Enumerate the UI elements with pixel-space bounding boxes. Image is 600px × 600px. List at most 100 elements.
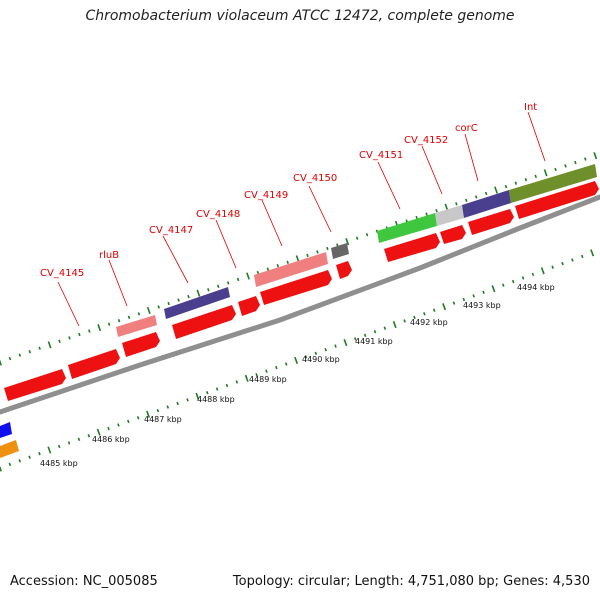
outer-tick — [217, 284, 220, 289]
feature-label: CV_4152 — [404, 135, 448, 146]
kbp-label: 4493 kbp — [463, 301, 501, 310]
outer-tick — [326, 246, 329, 251]
gene-block-orange[interactable] — [0, 440, 19, 458]
inner-tick — [502, 283, 505, 287]
inner-tick — [166, 405, 170, 409]
outer-tick-ring — [0, 152, 598, 366]
cds-arrow[interactable] — [440, 225, 466, 244]
outer-tick — [0, 359, 2, 366]
cds-arrow[interactable] — [468, 209, 514, 235]
cds-arrow[interactable] — [336, 261, 352, 279]
kbp-label: 4488 kbp — [197, 395, 235, 404]
inner-tick — [225, 383, 229, 388]
outer-tick — [276, 264, 280, 268]
inner-tick — [18, 459, 22, 463]
outer-tick — [316, 250, 319, 254]
inner-tick — [244, 374, 249, 382]
gene-block-corC[interactable] — [462, 190, 511, 218]
cds-arrow[interactable] — [4, 369, 66, 401]
outer-tick — [97, 324, 102, 332]
outer-tick — [593, 152, 598, 160]
inner-tick — [491, 285, 496, 293]
inner-tick — [540, 267, 545, 275]
outer-tick — [187, 294, 190, 299]
scale-labels: 4485 kbp 4486 kbp 4487 kbp 4488 kbp 4489 kbp… — [40, 283, 555, 468]
outer-tick — [474, 195, 478, 199]
inner-tick — [57, 444, 61, 449]
outer-tick — [167, 301, 170, 306]
inner-tick — [304, 355, 308, 359]
inner-tick — [482, 290, 485, 294]
feature-label: rluB — [99, 250, 119, 261]
outer-tick — [306, 253, 309, 258]
cds-arrow[interactable] — [238, 296, 260, 316]
cds-arrow[interactable] — [260, 270, 332, 305]
inner-tick — [255, 373, 258, 377]
outer-tick — [554, 167, 557, 172]
inner-tick — [373, 330, 377, 334]
gene-block-CV_4152[interactable] — [435, 205, 464, 226]
feature-label: CV_4147 — [149, 225, 193, 236]
inner-tick — [176, 401, 179, 406]
outer-tick — [455, 202, 458, 206]
outer-tick — [28, 350, 32, 354]
outer-tick — [226, 281, 230, 285]
map-title: Chromobacterium violaceum ATCC 12472, co… — [85, 8, 515, 24]
gene-block-blue[interactable] — [0, 422, 12, 438]
inner-tick — [186, 398, 189, 402]
gene-block-CV_4149[interactable] — [254, 252, 328, 287]
inner-tick — [561, 261, 564, 266]
inner-tick — [343, 338, 348, 347]
outer-tick — [146, 306, 151, 314]
outer-tick — [137, 312, 141, 316]
inner-tick — [127, 419, 130, 424]
outer-tick — [266, 267, 270, 271]
outer-tick — [177, 298, 180, 302]
outer-tick — [38, 346, 41, 350]
kbp-label: 4494 kbp — [517, 283, 555, 292]
cds-arrow-track — [4, 181, 599, 401]
outer-tick — [484, 191, 488, 196]
outer-tick — [355, 236, 359, 240]
inner-tick — [8, 462, 12, 467]
outer-tick — [435, 208, 438, 213]
outer-tick — [207, 288, 210, 292]
outer-tick — [504, 184, 508, 189]
gene-block-CV_4147[interactable] — [164, 287, 230, 319]
outer-tick — [345, 238, 350, 246]
outer-tick — [58, 339, 61, 344]
gene-block-CV_4151[interactable] — [377, 213, 437, 243]
outer-tick — [534, 174, 537, 178]
cds-arrow[interactable] — [515, 181, 599, 219]
gene-block-CV_4150[interactable] — [331, 243, 349, 259]
outer-tick — [465, 198, 468, 203]
feature-label: Int — [524, 102, 537, 113]
feature-label: CV_4148 — [196, 209, 240, 220]
feature-label: CV_4149 — [244, 190, 288, 201]
feature-label: CV_4150 — [293, 173, 337, 184]
inner-tick — [265, 369, 268, 373]
gene-block-Int[interactable] — [509, 164, 597, 203]
inner-tick — [383, 326, 387, 330]
cds-arrow[interactable] — [384, 233, 440, 262]
inner-tick — [107, 426, 110, 431]
inner-tick — [363, 333, 367, 338]
inner-tick — [354, 337, 357, 341]
outer-tick — [78, 332, 81, 337]
inner-tick — [314, 351, 318, 355]
cds-arrow[interactable] — [122, 332, 160, 357]
cds-arrow[interactable] — [68, 349, 120, 379]
outer-tick — [425, 212, 428, 216]
inner-tick — [67, 441, 71, 445]
cds-arrow[interactable] — [172, 305, 236, 339]
inner-tick — [87, 434, 91, 438]
gene-block-rluB[interactable] — [116, 315, 157, 337]
inner-tick — [77, 437, 81, 441]
kbp-label: 4487 kbp — [144, 415, 182, 424]
inner-tick — [294, 356, 299, 364]
outer-tick — [18, 353, 22, 357]
outer-tick — [494, 186, 498, 194]
genome-backbone — [0, 194, 600, 415]
kbp-label: 4491 kbp — [355, 337, 393, 346]
